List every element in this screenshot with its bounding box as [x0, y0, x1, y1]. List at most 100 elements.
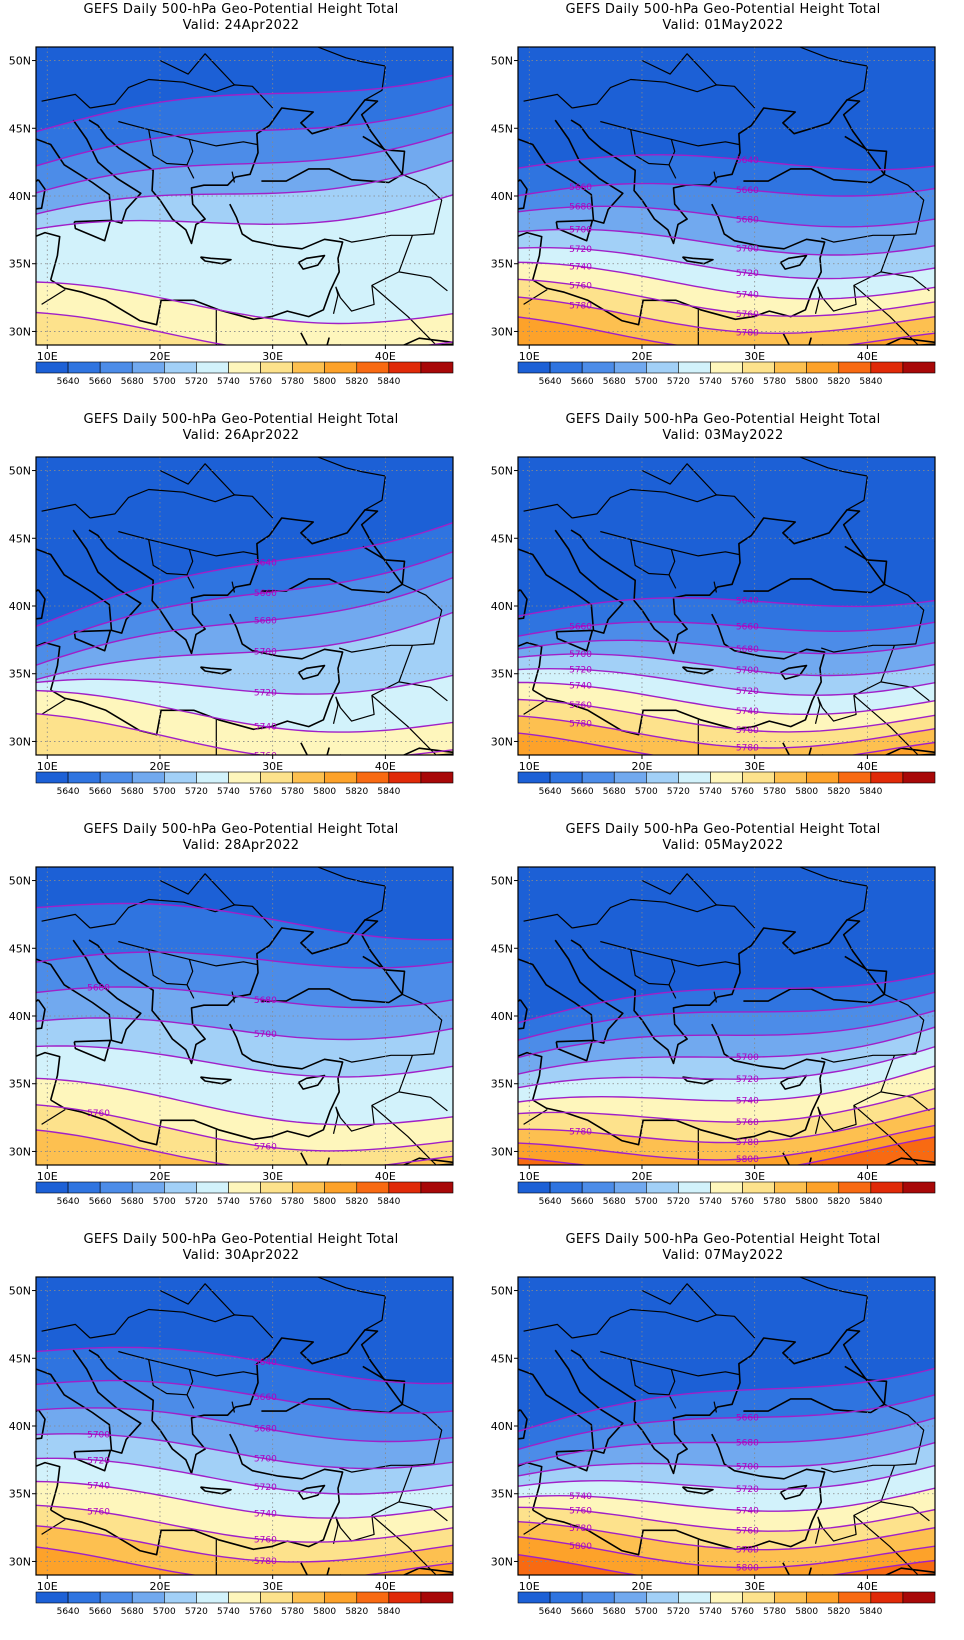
country-border [743, 47, 868, 101]
colorbar-label: 5640 [539, 1607, 562, 1617]
coastline [36, 939, 142, 1044]
colorbar-label: 5680 [121, 1197, 144, 1207]
height-contour-line [36, 1480, 453, 1519]
panel-title-line: GEFS Daily 500-hPa Geo-Potential Height … [83, 822, 399, 837]
coastline [518, 1409, 528, 1440]
colorbar-label: 5720 [185, 1197, 208, 1207]
coastline [50, 203, 344, 326]
coastline [681, 256, 714, 265]
lat-tick-label: 50N [9, 465, 31, 478]
country-border [332, 286, 339, 314]
coastline [199, 256, 232, 265]
contour-value-label: 5680 [736, 1439, 759, 1449]
contour-value-label: 5740 [87, 1482, 110, 1492]
lon-tick-label: 40E [857, 350, 878, 363]
height-contour-line [36, 902, 453, 941]
colorbar-label: 5700 [635, 1197, 658, 1207]
lat-tick-label: 35N [491, 258, 513, 271]
height-contour-line [518, 316, 935, 345]
height-contour-line [518, 1487, 935, 1512]
colorbar-swatch [164, 361, 197, 374]
colorbar-swatch [549, 771, 583, 784]
colorbar-swatch [838, 1591, 872, 1604]
coastline [50, 1023, 344, 1146]
height-band-fill [518, 1125, 935, 1165]
colorbar-label: 5760 [731, 377, 754, 387]
colorbar-label: 5680 [121, 377, 144, 387]
coastline [779, 1074, 808, 1090]
contour-value-label: 5740 [736, 707, 759, 717]
coastline [518, 999, 528, 1030]
contour-value-label: 5780 [569, 1128, 592, 1138]
colorbar-swatch [420, 1591, 454, 1604]
lat-tick-label: 45N [491, 942, 513, 955]
colorbar-label: 5780 [763, 1607, 786, 1617]
colorbar-label: 5740 [699, 377, 722, 387]
lat-tick-label: 40N [491, 1010, 513, 1023]
country-border [159, 1283, 235, 1316]
height-contour-line [36, 1504, 453, 1543]
lat-tick-label: 50N [491, 875, 513, 888]
colorbar-label: 5740 [699, 787, 722, 797]
lat-tick-label: 40N [491, 190, 513, 203]
colorbar-label: 5640 [539, 787, 562, 797]
lat-tick-label: 30N [9, 1555, 31, 1568]
country-border [371, 1514, 453, 1575]
contour-value-label: 5740 [569, 262, 592, 272]
lon-tick-label: 30E [744, 760, 765, 773]
colorbar-swatch [517, 1181, 551, 1194]
coastline [681, 666, 714, 675]
panel-title-line: GEFS Daily 500-hPa Geo-Potential Height … [565, 412, 881, 427]
contour-value-label: 5660 [569, 183, 592, 193]
contour-value-label: 5780 [254, 1557, 277, 1567]
height-contour-line [36, 576, 453, 666]
map-panel: 5660 5680 5700 5720 5740 5740 5760 5760 5780 5780… [482, 1230, 964, 1640]
colorbar-swatch [420, 1181, 454, 1194]
lat-tick-label: 50N [491, 465, 513, 478]
coastline [518, 529, 624, 634]
country-border [332, 1106, 339, 1134]
colorbar-swatch [99, 1181, 133, 1194]
colorbar-label: 5760 [731, 1607, 754, 1617]
panel-title-line: GEFS Daily 500-hPa Geo-Potential Height … [565, 1232, 881, 1247]
colorbar-swatch [35, 361, 69, 374]
colorbar-swatch [292, 361, 325, 374]
coastline [681, 1486, 714, 1495]
height-contour-line [518, 1536, 935, 1569]
coastline [844, 135, 888, 175]
panel-valid-date: Valid: 28Apr2022 [182, 838, 300, 853]
coastline [518, 119, 624, 224]
lon-tick-label: 10E [519, 1170, 540, 1183]
colorbar-label: 5760 [249, 377, 272, 387]
country-border [743, 867, 868, 921]
panel-valid-date: Valid: 07May2022 [662, 1248, 784, 1263]
colorbar-swatch [324, 1591, 358, 1604]
contour-value-label: 5660 [736, 186, 759, 196]
map-plot-area: 5640 5660 5680 5700 5720 5740 5760 [36, 457, 453, 755]
contour-value-label: 5680 [87, 983, 110, 993]
country-border [159, 53, 235, 86]
colorbar-swatch [806, 771, 840, 784]
colorbar-swatch [742, 1591, 775, 1604]
height-contour-line [36, 1457, 453, 1495]
country-border [523, 1518, 548, 1535]
lon-tick-label: 20E [631, 760, 652, 773]
country-border [261, 867, 386, 921]
colorbar-swatch [838, 361, 872, 374]
country-border [713, 171, 717, 183]
height-contour-line [518, 715, 935, 749]
country-border [641, 53, 717, 86]
contour-value-label: 5680 [569, 203, 592, 213]
country-border [743, 457, 868, 511]
colorbar-label: 5660 [571, 377, 594, 387]
country-border [523, 93, 573, 109]
colorbar-label: 5800 [795, 1607, 818, 1617]
colorbar-swatch [870, 361, 904, 374]
colorbar-swatch [774, 771, 807, 784]
height-contour-line [36, 986, 453, 1009]
country-border [668, 138, 676, 166]
contour-value-label: 5700 [254, 1455, 277, 1465]
contour-value-label: 5760 [736, 726, 759, 736]
height-contour-line [518, 296, 935, 335]
coastline [518, 939, 624, 1044]
